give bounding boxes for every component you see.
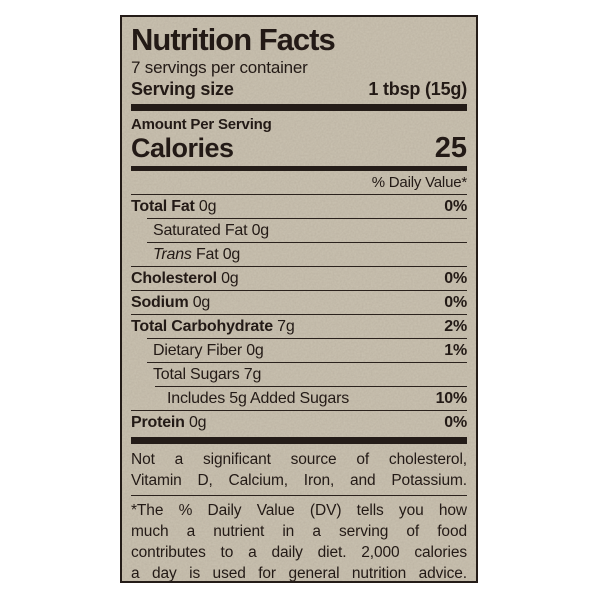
footnote-line: a day is used for general nutrition advi… — [131, 565, 467, 582]
nutrient-name: Total Fat 0g — [131, 198, 217, 215]
serving-size-row: Serving size 1 tbsp (15g) — [131, 78, 467, 101]
calories-value: 25 — [434, 132, 467, 164]
daily-value-header: % Daily Value* — [131, 174, 467, 195]
servings-per-container: 7 servings per container — [131, 58, 308, 77]
nutrient-line: Dietary Fiber 0g 1% — [131, 339, 467, 362]
nutrient-line: Total Fat 0g 0% — [131, 195, 467, 218]
nutrient-line: Total Carbohydrate 7g 2% — [131, 315, 467, 338]
nutrient-row: Dietary Fiber 0g 1% — [131, 338, 467, 362]
nutrient-name: Cholesterol 0g — [131, 270, 239, 287]
nutrient-name: Includes 5g Added Sugars — [167, 390, 350, 407]
nutrient-name: Dietary Fiber 0g — [153, 342, 264, 359]
note-line: Vitamin D, Calcium, Iron, and Potassium. — [131, 472, 467, 489]
label-title: Nutrition Facts — [131, 22, 336, 57]
note-line: Not a significant source of cholesterol, — [131, 451, 467, 468]
nutrient-row: Trans Fat 0g — [131, 242, 467, 266]
footnote-divider — [131, 495, 467, 496]
nutrient-name: Protein 0g — [131, 414, 207, 431]
nutrient-line: Protein 0g 0% — [131, 411, 467, 434]
not-significant-note: Not a significant source of cholesterol,… — [131, 449, 467, 491]
nutrient-line: Saturated Fat 0g — [131, 219, 467, 242]
nutrient-daily-value: 10% — [435, 390, 468, 407]
amount-per-serving-label: Amount Per Serving — [131, 116, 272, 133]
nutrient-name: Total Sugars 7g — [153, 366, 262, 383]
footnote-line: *The % Daily Value (DV) tells you how — [131, 502, 467, 519]
label-content: Nutrition Facts 7 servings per container… — [122, 17, 476, 582]
nutrient-line: Trans Fat 0g — [131, 243, 467, 266]
nutrient-name: Trans Fat 0g — [153, 246, 241, 263]
nutrient-line: Includes 5g Added Sugars 10% — [131, 387, 467, 410]
nutrient-row: Saturated Fat 0g — [131, 218, 467, 242]
nutrient-row: Includes 5g Added Sugars 10% — [131, 386, 467, 410]
nutrient-daily-value: 0% — [444, 270, 467, 287]
nutrient-row: Total Sugars 7g — [131, 362, 467, 386]
nutrient-daily-value: 0% — [444, 414, 467, 431]
serving-size-label: Serving size — [131, 79, 234, 99]
nutrient-daily-value: 0% — [444, 198, 467, 215]
nutrition-facts-label: Nutrition Facts 7 servings per container… — [120, 15, 478, 583]
thick-divider-top — [131, 104, 467, 111]
nutrient-row: Total Fat 0g 0% — [131, 195, 467, 218]
thick-divider-bottom — [131, 437, 467, 444]
nutrient-line: Cholesterol 0g 0% — [131, 267, 467, 290]
footnote-line: much a nutrient in a serving of food — [131, 523, 467, 540]
nutrient-line: Sodium 0g 0% — [131, 291, 467, 314]
nutrient-row: Total Carbohydrate 7g 2% — [131, 314, 467, 338]
nutrient-daily-value: 2% — [444, 318, 467, 335]
nutrient-row: Sodium 0g 0% — [131, 290, 467, 314]
calories-row: Calories 25 — [131, 133, 467, 164]
nutrient-daily-value: 1% — [444, 342, 467, 359]
calories-divider — [131, 166, 467, 171]
nutrient-name: Total Carbohydrate 7g — [131, 318, 295, 335]
nutrient-row: Protein 0g 0% — [131, 410, 467, 434]
serving-size-value: 1 tbsp (15g) — [368, 79, 467, 99]
nutrient-name: Sodium 0g — [131, 294, 211, 311]
nutrient-row: Cholesterol 0g 0% — [131, 266, 467, 290]
daily-value-footnote: *The % Daily Value (DV) tells you how muc… — [131, 500, 467, 582]
footnote-line: contributes to a daily diet. 2,000 calor… — [131, 544, 467, 561]
nutrient-rows: Total Fat 0g 0% Saturated Fat 0g Trans Fat … — [131, 195, 467, 434]
nutrient-daily-value: 0% — [444, 294, 467, 311]
calories-label: Calories — [131, 133, 234, 163]
nutrient-line: Total Sugars 7g — [131, 363, 467, 386]
nutrient-name: Saturated Fat 0g — [153, 222, 269, 239]
